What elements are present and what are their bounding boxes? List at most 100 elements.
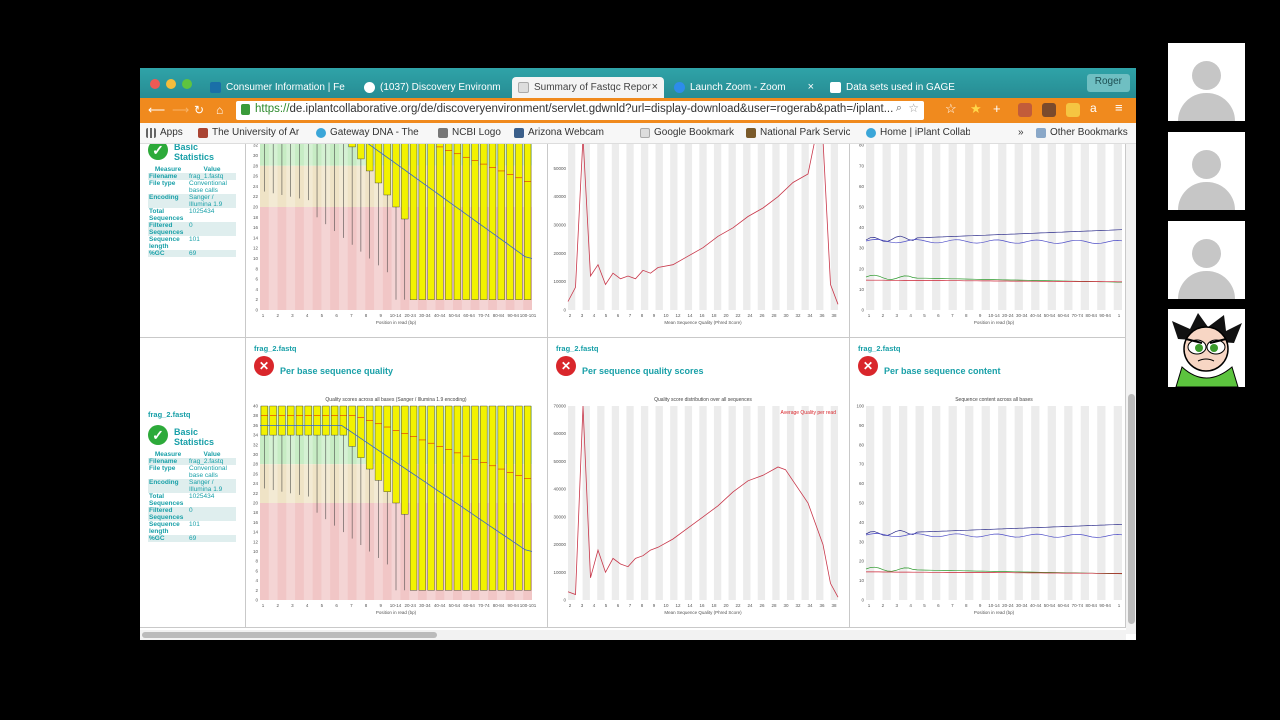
y-tick-label: 28 — [253, 462, 259, 467]
x-tick-label: 5 — [605, 313, 608, 318]
x-tick-label: 90-94 — [508, 603, 520, 608]
site-favicon-icon — [198, 128, 208, 138]
x-tick-label: 7 — [629, 313, 632, 318]
minimize-window-icon[interactable] — [166, 79, 176, 89]
menu-icon[interactable]: ≡ — [1115, 100, 1123, 115]
y-tick-label: 30 — [859, 246, 865, 251]
quality-box — [322, 405, 330, 436]
alternating-band — [1080, 144, 1089, 310]
bookmark-national-park[interactable]: National Park Servic — [746, 127, 850, 138]
forward-arrow-icon[interactable]: ⟶ — [172, 103, 190, 117]
basic-statistics-cell: frag_2.fastq ✓ Basic Statistics Measure Va… — [140, 338, 246, 628]
quality-box — [480, 405, 488, 591]
measure-value: Sanger / Illumina 1.9 — [188, 194, 236, 208]
x-tick-label: 8 — [965, 313, 968, 318]
y-tick-label: 90 — [859, 423, 865, 428]
avatar-body-icon — [1178, 271, 1235, 299]
y-tick-label: 20 — [253, 205, 259, 210]
reload-icon[interactable]: ↻ — [194, 103, 205, 117]
alternating-band — [640, 144, 649, 310]
x-tick-label: 14 — [687, 313, 693, 318]
fail-cross-icon: ✕ — [254, 356, 274, 376]
x-tick-label: 100-101 — [520, 603, 537, 608]
quality-box — [260, 405, 268, 436]
quality-box — [497, 405, 505, 591]
x-tick-label: 12 — [675, 603, 681, 608]
x-tick-label: 30 — [783, 603, 789, 608]
bookmark-google[interactable]: Google Bookmark — [640, 127, 740, 138]
x-tick-label: 90-94 — [1099, 313, 1111, 318]
amazon-icon[interactable]: a — [1090, 101, 1097, 115]
participant-video-3[interactable] — [1168, 221, 1245, 299]
x-tick-label: 20-24 — [1002, 313, 1014, 318]
tab-discovery-environment[interactable]: (1037) Discovery Environm — [358, 77, 508, 99]
bookmark-apps[interactable]: Apps — [146, 127, 192, 138]
tab-label: Summary of Fastqc Repor — [534, 82, 651, 93]
bookmark-star-icon[interactable]: ☆ — [908, 101, 919, 115]
close-window-icon[interactable] — [150, 79, 160, 89]
maximize-window-icon[interactable] — [182, 79, 192, 89]
scrollbar-thumb[interactable] — [1128, 394, 1135, 624]
favorite-icon[interactable]: ★ — [970, 101, 982, 116]
quality-box — [436, 405, 444, 591]
participant-video-4[interactable] — [1168, 309, 1245, 387]
participant-video-2[interactable] — [1168, 132, 1245, 210]
x-tick-label: 60-64 — [1058, 603, 1070, 608]
y-tick-label: 6 — [255, 277, 258, 282]
vertical-scrollbar[interactable] — [1126, 144, 1136, 634]
file-name: frag_2.fastq — [858, 344, 901, 353]
tab-data-sets-gage[interactable]: Data sets used in GAGE — [824, 77, 974, 99]
y-tick-label: 40000 — [553, 194, 566, 199]
horizontal-scrollbar[interactable] — [140, 630, 1126, 640]
profile-button[interactable]: Roger — [1086, 74, 1130, 92]
extension-icon[interactable] — [1066, 103, 1080, 117]
tab-bar: Consumer Information | Fe (1037) Discove… — [140, 68, 1136, 99]
home-icon[interactable]: ⌂ — [216, 103, 224, 117]
address-bar[interactable]: https://de.iplantcollaborative.org/de/di… — [236, 101, 924, 120]
bookmark-ncbi[interactable]: NCBI Logo — [438, 127, 508, 138]
alternating-band — [655, 144, 663, 310]
measure-name: File type — [149, 180, 176, 187]
x-tick-label: 2 — [569, 603, 572, 608]
x-tick-label: 30 — [783, 313, 789, 318]
scrollbar-thumb[interactable] — [142, 632, 437, 638]
back-arrow-icon[interactable]: ⟵ — [148, 103, 166, 117]
tab-fastqc-summary[interactable]: Summary of Fastqc Repor × — [512, 77, 664, 99]
star-icon[interactable]: ☆ — [945, 101, 957, 116]
quality-box — [427, 405, 435, 591]
x-tick-label: 2 — [882, 603, 885, 608]
y-tick-label: 60 — [859, 184, 865, 189]
alternating-band — [932, 406, 941, 600]
measure-value: 101 — [189, 236, 200, 243]
alternating-band — [626, 144, 634, 310]
alternating-band — [640, 406, 649, 600]
measure-name: %GC — [148, 535, 188, 542]
x-tick-label: 3 — [896, 603, 899, 608]
quality-box — [497, 144, 505, 300]
bookmark-iplant[interactable]: Home | iPlant Collab — [866, 127, 970, 138]
other-bookmarks-folder[interactable]: Other Bookmarks — [1036, 127, 1132, 138]
x-tick-label: 80-84 — [493, 313, 505, 318]
x-tick-label: 9 — [979, 313, 982, 318]
extension-icon[interactable] — [1042, 103, 1056, 117]
alternating-band — [757, 144, 766, 310]
y-tick-label: 60 — [859, 481, 865, 486]
bookmark-gateway-dna[interactable]: Gateway DNA - The — [316, 127, 422, 138]
extension-icon[interactable] — [1018, 103, 1032, 117]
tab-launch-zoom[interactable]: Launch Zoom - Zoom × — [668, 77, 820, 99]
bookmark-university[interactable]: The University of Ar — [198, 127, 304, 138]
bookmarks-overflow-button[interactable]: » — [1018, 127, 1024, 138]
alternating-band — [757, 406, 766, 600]
add-icon[interactable]: + — [993, 101, 1001, 116]
alternating-band — [268, 406, 278, 600]
y-tick-label: 40 — [859, 520, 865, 525]
participant-video-1[interactable] — [1168, 43, 1245, 121]
x-tick-label: 30-34 — [1016, 603, 1028, 608]
bookmark-arizona-webcam[interactable]: Arizona Webcam — [514, 127, 610, 138]
tab-consumer-information[interactable]: Consumer Information | Fe — [204, 77, 354, 99]
avatar-body-icon — [1178, 93, 1235, 121]
x-tick-label: 12 — [675, 313, 681, 318]
close-tab-icon[interactable]: × — [651, 81, 658, 93]
close-tab-icon[interactable]: × — [807, 81, 814, 93]
search-icon[interactable]: ⌕ — [895, 102, 902, 114]
